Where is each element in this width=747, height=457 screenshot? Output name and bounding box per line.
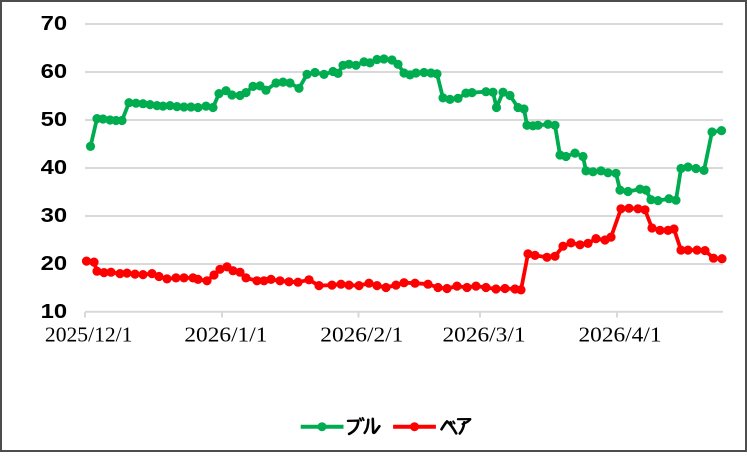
svg-text:70: 70	[41, 13, 68, 35]
svg-text:40: 40	[41, 157, 68, 179]
svg-text:2026/3/1: 2026/3/1	[443, 323, 526, 347]
svg-text:60: 60	[41, 61, 68, 83]
svg-text:20: 20	[41, 253, 68, 275]
svg-text:2025/12/1: 2025/12/1	[45, 323, 133, 347]
svg-text:50: 50	[41, 109, 68, 131]
svg-text:2026/1/1: 2026/1/1	[184, 323, 267, 347]
svg-text:30: 30	[41, 205, 68, 227]
svg-text:2026/2/1: 2026/2/1	[320, 323, 403, 347]
svg-text:10: 10	[41, 301, 68, 323]
svg-text:2026/4/1: 2026/4/1	[579, 323, 662, 347]
